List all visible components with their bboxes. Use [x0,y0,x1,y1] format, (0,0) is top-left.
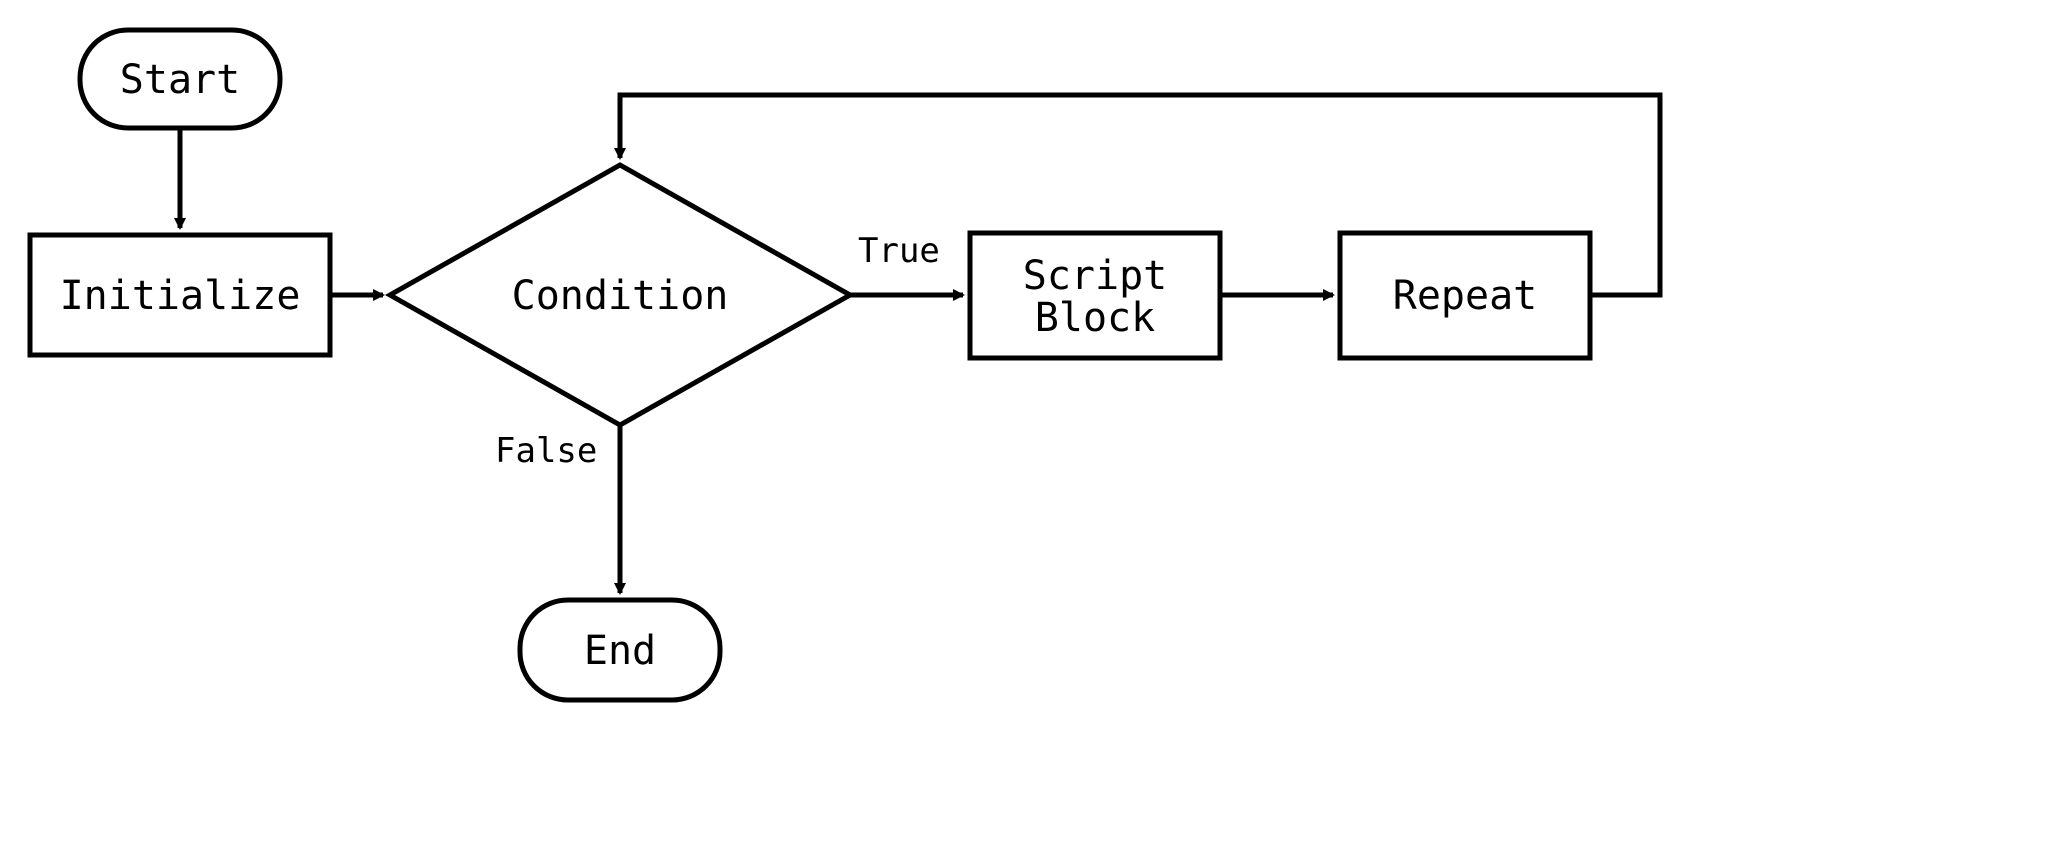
node-end-label: End [584,628,656,674]
edge-true-label: True [858,231,940,271]
node-script-block-label-2: Block [1035,295,1155,341]
node-end: End [520,600,720,700]
node-initialize-label: Initialize [60,273,301,319]
node-repeat: Repeat [1340,233,1590,358]
node-start: Start [80,30,280,128]
node-condition: Condition [390,165,850,425]
edge-cond-true-to-script: True [850,231,963,295]
node-initialize: Initialize [30,235,330,355]
node-script-block: Script Block [970,233,1220,358]
node-repeat-label: Repeat [1393,273,1538,319]
edge-false-label: False [495,431,597,471]
edge-cond-false-to-end: False [495,425,620,593]
node-script-block-label-1: Script [1023,253,1168,299]
node-start-label: Start [120,57,240,103]
node-condition-label: Condition [512,273,729,319]
flowchart-diagram: Start Initialize Condition Script Block … [0,0,2048,842]
